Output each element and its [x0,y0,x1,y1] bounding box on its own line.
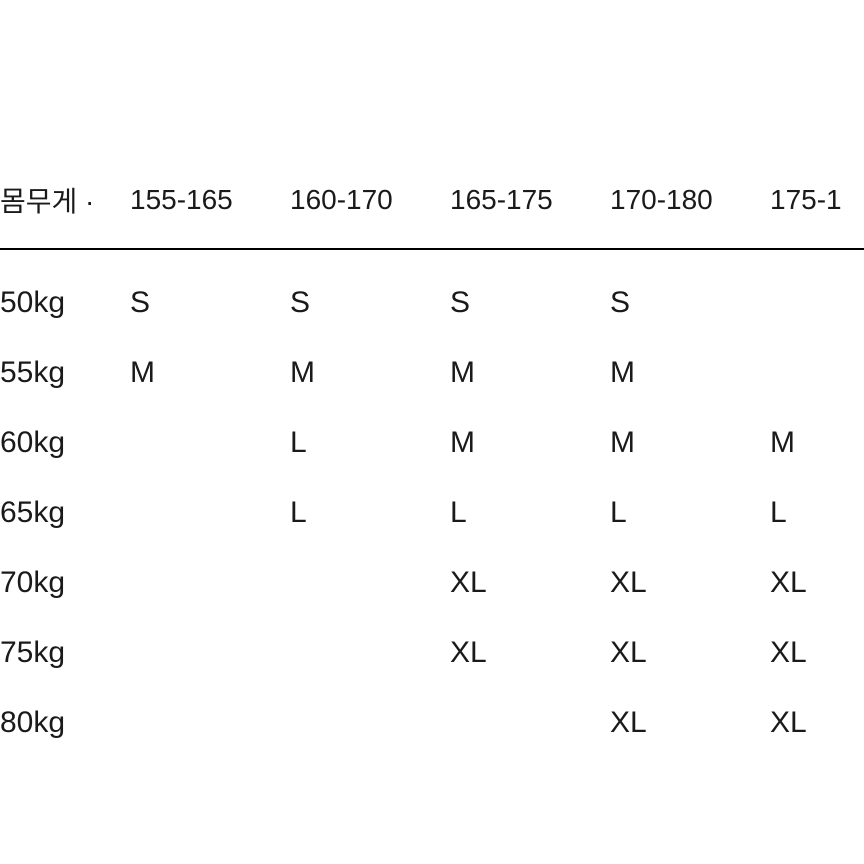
size-cell [770,338,864,408]
header-col-4: 175-1 [770,180,864,249]
header-col-2: 165-175 [450,180,610,249]
header-col-0: 155-165 [130,180,290,249]
table-row: 60kg L M M M [0,408,864,478]
table-body: 50kg S S S S 55kg M M M M 60kg L M M [0,249,864,758]
table-row: 65kg L L L L [0,478,864,548]
header-col-1: 160-170 [290,180,450,249]
table-header-row: 몸무게 · 155-165 160-170 165-175 170-180 17… [0,180,864,249]
size-cell: L [290,478,450,548]
table-row: 80kg XL XL [0,688,864,758]
size-cell: L [290,408,450,478]
row-label: 70kg [0,548,130,618]
size-cell: XL [770,618,864,688]
size-cell: S [130,249,290,338]
row-label: 50kg [0,249,130,338]
size-cell: M [610,338,770,408]
size-cell: M [290,338,450,408]
size-cell: XL [610,618,770,688]
row-label: 60kg [0,408,130,478]
row-label: 80kg [0,688,130,758]
size-cell [130,408,290,478]
size-cell: XL [770,548,864,618]
size-cell: XL [450,548,610,618]
row-label: 55kg [0,338,130,408]
size-cell [290,618,450,688]
size-cell: XL [610,548,770,618]
size-cell: S [610,249,770,338]
size-cell: M [450,338,610,408]
size-cell: XL [610,688,770,758]
table-row: 50kg S S S S [0,249,864,338]
size-cell: M [770,408,864,478]
size-cell: L [770,478,864,548]
size-cell [770,249,864,338]
table-row: 75kg XL XL XL [0,618,864,688]
table-row: 70kg XL XL XL [0,548,864,618]
size-cell [290,548,450,618]
size-cell: L [450,478,610,548]
size-cell: XL [450,618,610,688]
size-cell: L [610,478,770,548]
size-cell [130,548,290,618]
header-weight-label: 몸무게 · [0,180,130,249]
row-label: 65kg [0,478,130,548]
size-cell: S [290,249,450,338]
size-cell [130,688,290,758]
size-cell [290,688,450,758]
size-cell: M [130,338,290,408]
size-cell: XL [770,688,864,758]
size-cell [130,618,290,688]
size-cell [130,478,290,548]
size-cell: M [450,408,610,478]
size-cell: S [450,249,610,338]
size-cell: M [610,408,770,478]
size-chart-table: 몸무게 · 155-165 160-170 165-175 170-180 17… [0,180,864,758]
header-col-3: 170-180 [610,180,770,249]
row-label: 75kg [0,618,130,688]
table-row: 55kg M M M M [0,338,864,408]
size-chart-container: 몸무게 · 155-165 160-170 165-175 170-180 17… [0,0,864,758]
size-cell [450,688,610,758]
